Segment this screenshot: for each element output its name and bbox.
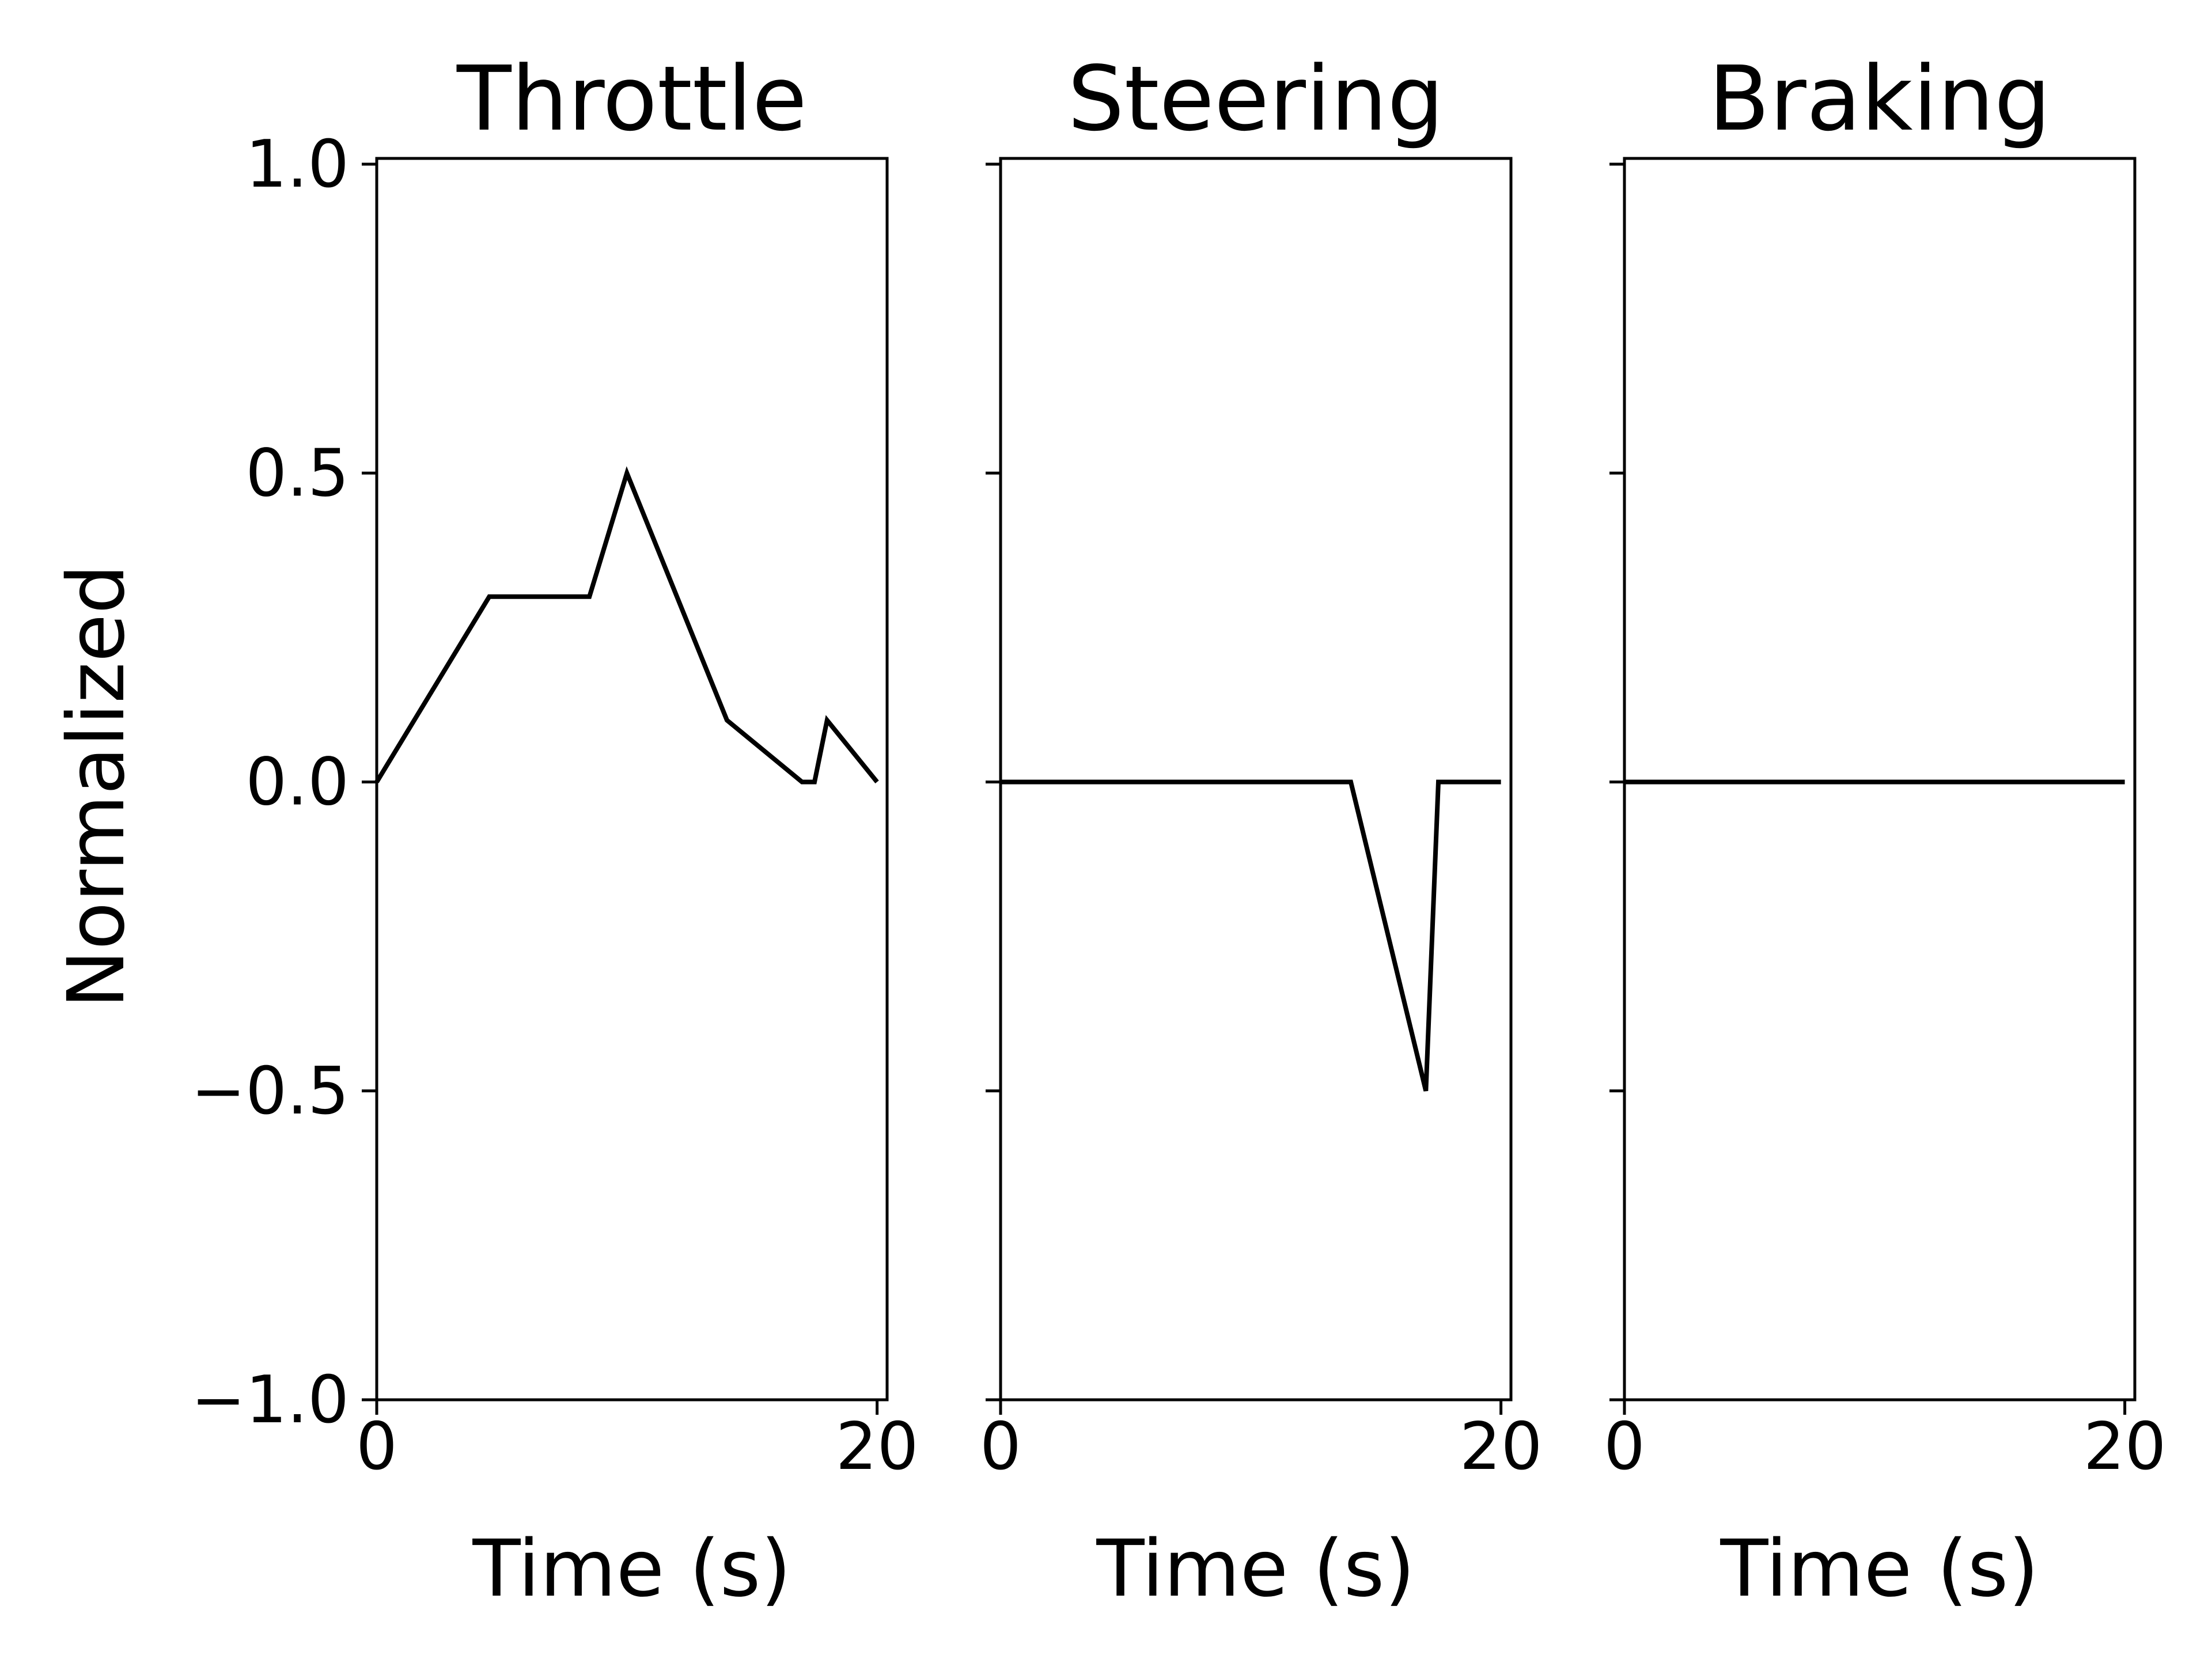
subplot-braking: Braking 0 20 Time (s) — [1604, 47, 2166, 1615]
throttle-x-axis-label: Time (s) — [472, 1524, 791, 1615]
braking-x-axis-label: Time (s) — [1719, 1524, 2039, 1615]
steering-series-line — [1001, 779, 1501, 1092]
steering-axes-frame — [999, 157, 1513, 1402]
braking-title: Braking — [1709, 47, 2051, 151]
y-axis-label: Normalized — [51, 564, 142, 1008]
ytick-label: 1.0 — [245, 126, 349, 202]
throttle-series-line — [374, 466, 879, 785]
throttle-xtick-label: 20 — [836, 1408, 919, 1484]
subplot-steering: Steering 0 20 Time (s) — [980, 47, 1542, 1615]
steering-xtick-label: 20 — [1460, 1408, 1543, 1484]
ytick-label: −0.5 — [191, 1053, 349, 1129]
throttle-xtick-label: 0 — [356, 1408, 397, 1484]
steering-x-axis-label: Time (s) — [1096, 1524, 1415, 1615]
throttle-title: Throttle — [456, 47, 807, 151]
ytick-label: −1.0 — [191, 1362, 349, 1438]
steering-xtick-label: 0 — [980, 1408, 1021, 1484]
braking-xtick-label: 0 — [1604, 1408, 1645, 1484]
braking-xtick-label: 20 — [2084, 1408, 2166, 1484]
braking-axes-frame — [1623, 157, 2137, 1402]
ytick-label: 0.0 — [245, 744, 349, 820]
steering-title: Steering — [1067, 47, 1444, 151]
ytick-label: 0.5 — [245, 435, 349, 511]
subplot-throttle: Throttle 1.0 0.5 0.0 −0.5 −1.00 20 Time (s) — [191, 47, 919, 1615]
